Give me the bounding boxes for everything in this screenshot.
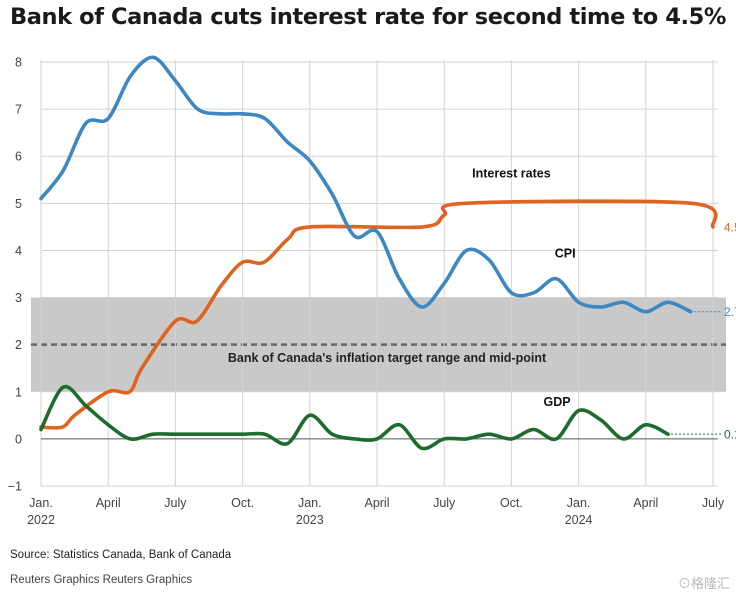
grid-group	[40, 60, 718, 487]
x-tick-label: Jan.	[567, 496, 591, 510]
x-tick-label: Oct.	[500, 496, 523, 510]
series-line-interest-rates	[39, 199, 718, 430]
x-tick-year-label: 2023	[296, 513, 324, 527]
y-tick-label: 6	[15, 150, 22, 164]
end-value-label: 0.1	[724, 428, 736, 442]
y-tick-label: 0	[15, 432, 22, 446]
credit-note: Reuters Graphics Reuters Graphics	[10, 574, 193, 586]
series-line-cpi	[39, 55, 693, 314]
series-group	[39, 55, 722, 451]
y-tick-label: 7	[15, 103, 22, 117]
end-value-label: 2.7	[724, 305, 736, 319]
x-tick-label: July	[164, 496, 187, 510]
x-tick-year-label: 2024	[565, 513, 593, 527]
x-tick-label: Jan.	[29, 496, 53, 510]
x-tick-label: Oct.	[231, 496, 254, 510]
end-value-label: 4.5	[724, 220, 736, 234]
x-tick-label: July	[702, 496, 725, 510]
watermark-logo: ⊙格隆汇	[677, 576, 730, 591]
chart-title: Bank of Canada cuts interest rate for se…	[10, 4, 727, 30]
series-annotation: CPI	[555, 247, 576, 261]
target-band-group	[31, 297, 726, 392]
y-tick-label: −1	[8, 480, 22, 494]
y-tick-label: 3	[15, 291, 22, 305]
axis-group: 8 7 6 5 4 3 2 1 0 −1 Jan. 2022 April July Oct. Jan. 2023…	[8, 56, 725, 528]
x-tick-label: July	[433, 496, 456, 510]
label-group: Bank of Canada's inflation target range …	[228, 166, 736, 441]
target-band-label: Bank of Canada's inflation target range …	[228, 351, 547, 365]
series-annotation: Interest rates	[472, 166, 551, 180]
x-tick-label: April	[633, 496, 658, 510]
series-annotation: GDP	[544, 395, 571, 409]
source-note: Source: Statistics Canada, Bank of Canad…	[10, 549, 232, 561]
y-tick-label: 5	[15, 197, 22, 211]
y-tick-label: 8	[15, 56, 22, 70]
series-line-gdp	[39, 384, 670, 451]
x-tick-label: April	[96, 496, 121, 510]
y-tick-label: 2	[15, 338, 22, 352]
line-chart: 8 7 6 5 4 3 2 1 0 −1 Jan. 2022 April July Oct. Jan. 2023…	[8, 55, 736, 528]
x-tick-year-label: 2022	[27, 513, 55, 527]
x-tick-label: Jan.	[298, 496, 322, 510]
y-tick-label: 4	[15, 244, 22, 258]
y-tick-label: 1	[15, 385, 22, 399]
x-tick-label: April	[364, 496, 389, 510]
